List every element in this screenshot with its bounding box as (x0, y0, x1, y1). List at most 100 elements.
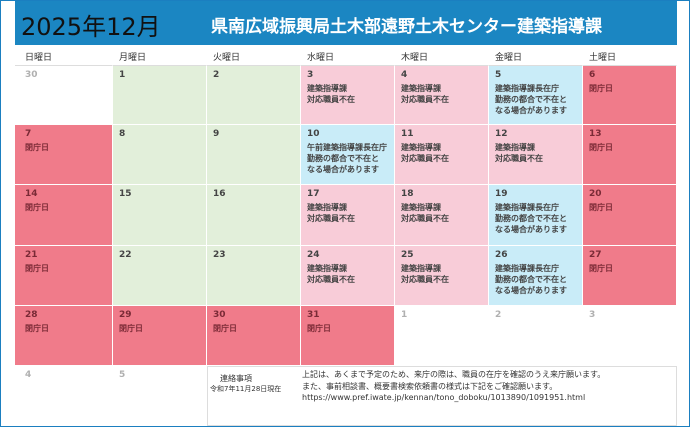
weekday-label: 水曜日 (307, 53, 335, 63)
day-cell: 30 (15, 65, 113, 126)
day-number: 3 (307, 70, 314, 80)
day-number: 26 (495, 249, 508, 260)
day-cell: 17 建築指導課 対応職員不在 (301, 185, 395, 246)
day-cell: 3 (583, 305, 677, 366)
day-note: 午前建築指導課長在庁 (307, 143, 387, 153)
day-note: 閉庁日 (25, 203, 49, 213)
day-note: なる場合があります (307, 165, 379, 175)
day-note: 勤務の都合で不在と (495, 214, 567, 224)
day-note: 閉庁日 (589, 84, 613, 93)
day-number: 13 (589, 129, 602, 140)
day-note: 建築指導課 (401, 203, 441, 213)
day-cell: 1 (395, 305, 489, 366)
day-number: 29 (119, 309, 132, 320)
day-number: 18 (401, 189, 414, 200)
day-note: 建築指導課 (307, 84, 347, 93)
day-number: 19 (495, 189, 508, 200)
day-number: 30 (213, 309, 226, 320)
day-note: 建築指導課 (495, 143, 535, 153)
day-number: 14 (25, 189, 38, 200)
day-cell: 12 建築指導課 対応職員不在 (489, 125, 583, 186)
day-cell: 2 (207, 65, 301, 126)
day-cell: 9 (207, 125, 301, 186)
day-cell: 16 (207, 185, 301, 246)
day-number: 7 (25, 129, 32, 140)
day-note: 対応職員不在 (401, 154, 449, 164)
weekday-label: 金曜日 (495, 53, 523, 63)
day-cell: 23 (207, 245, 301, 306)
day-number: 4 (401, 70, 408, 80)
month-title: 2025年12月 (21, 13, 161, 41)
office-title: 県南広域振興局土木部遠野土木センター建築指導課 (211, 17, 602, 37)
day-number: 21 (25, 249, 38, 260)
day-note: 建築指導課 (401, 84, 441, 93)
day-note: 対応職員不在 (401, 274, 449, 284)
day-note: 建築指導課 (401, 263, 441, 273)
day-note: 勤務の都合で不在と (495, 274, 567, 284)
day-number: 22 (119, 249, 132, 260)
day-number: 20 (589, 189, 602, 200)
day-number: 28 (25, 309, 38, 320)
weekday-label: 土曜日 (589, 53, 617, 63)
day-note: 対応職員不在 (307, 274, 355, 284)
day-cell: 31 閉庁日 (301, 305, 395, 366)
day-number: 17 (307, 189, 320, 200)
day-cell: 20 閉庁日 (583, 185, 677, 246)
day-cell: 7 閉庁日 (15, 125, 113, 186)
day-cell: 18 建築指導課 対応職員不在 (395, 185, 489, 246)
day-cell: 13 閉庁日 (583, 125, 677, 186)
day-note: なる場合があります (495, 225, 567, 235)
day-cell: 25 建築指導課 対応職員不在 (395, 245, 489, 306)
day-note: 建築指導課 (307, 203, 347, 213)
day-note: 勤務の都合で不在と (495, 95, 567, 104)
day-note: なる場合があります (495, 285, 567, 295)
day-number: 10 (307, 129, 320, 140)
day-note: 閉庁日 (589, 263, 613, 273)
notes-line: 上記は、あくまで予定のため、来庁の際は、職員の在庁を確認のうえ来庁願います。 (302, 370, 606, 379)
day-cell: 28 閉庁日 (15, 305, 113, 366)
day-note: 対応職員不在 (401, 95, 449, 104)
day-number: 11 (401, 129, 414, 140)
day-cell: 30 閉庁日 (207, 305, 301, 366)
weekday-label: 月曜日 (119, 53, 147, 63)
day-note: 対応職員不在 (307, 95, 355, 104)
day-note: 閉庁日 (307, 323, 331, 333)
day-cell: 4 (15, 366, 113, 426)
day-cell: 21 閉庁日 (15, 245, 113, 306)
day-note: 閉庁日 (25, 323, 49, 333)
day-cell: 29 閉庁日 (113, 305, 207, 366)
day-note: 閉庁日 (25, 143, 49, 153)
day-number: 30 (25, 70, 38, 80)
day-cell: 3 建築指導課対応職員不在 (301, 65, 395, 126)
day-number: 2 (213, 70, 220, 80)
notes-line: https://www.pref.iwate.jp/kennan/tono_do… (302, 393, 586, 402)
day-number: 12 (495, 129, 508, 140)
day-cell: 14 閉庁日 (15, 185, 113, 246)
weekday-label: 火曜日 (213, 53, 241, 63)
day-note: 閉庁日 (25, 263, 49, 273)
day-note: 勤務の都合で不在と (307, 154, 379, 164)
day-note: 対応職員不在 (495, 154, 543, 164)
day-note: 建築指導課長在庁 (495, 203, 559, 213)
day-note: 建築指導課長在庁 (495, 263, 559, 273)
day-cell: 5 (113, 366, 207, 426)
day-number: 25 (401, 249, 414, 260)
day-number: 9 (213, 129, 220, 140)
weekday-label: 日曜日 (25, 53, 53, 63)
day-cell: 8 (113, 125, 207, 186)
day-note: 建築指導課長在庁 (495, 84, 559, 93)
day-number: 5 (495, 70, 502, 80)
day-number: 16 (213, 189, 226, 200)
header-bar (15, 1, 677, 45)
day-cell: 24 建築指導課 対応職員不在 (301, 245, 395, 306)
notes-label: 連絡事項 (220, 374, 252, 383)
day-number: 3 (589, 309, 596, 320)
day-note: 閉庁日 (589, 143, 613, 153)
day-cell: 5 建築指導課長在庁 勤務の都合で不在と なる場合があります (489, 65, 583, 126)
day-number: 5 (119, 370, 126, 380)
day-number: 15 (119, 189, 132, 200)
day-cell: 22 (113, 245, 207, 306)
day-number: 8 (119, 129, 126, 140)
day-number: 31 (307, 309, 320, 320)
